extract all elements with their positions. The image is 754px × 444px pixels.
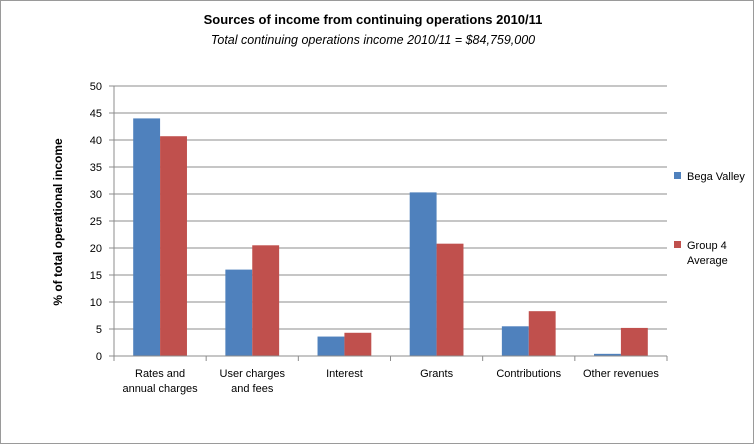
x-category-label: Contributions — [496, 368, 561, 380]
x-category-label: Grants — [420, 368, 454, 380]
bar — [409, 192, 437, 356]
gridlines — [114, 85, 667, 330]
x-category-label: annual charges — [122, 383, 198, 395]
x-category-label: Rates and — [135, 368, 185, 380]
y-tick-label: 30 — [90, 189, 102, 201]
legend-label: Bega Valley — [687, 171, 745, 183]
bar — [317, 336, 345, 356]
y-tick-label: 35 — [90, 162, 102, 174]
bars — [133, 118, 648, 357]
legend-swatch — [674, 241, 681, 248]
legend-swatch — [674, 172, 681, 179]
bar — [225, 269, 253, 356]
y-tick-label: 15 — [90, 270, 102, 282]
bar — [501, 326, 529, 356]
bar — [594, 353, 621, 356]
legend-label: Average — [687, 255, 728, 267]
legend: Bega Valley Group 4 Average — [674, 171, 745, 267]
axes — [109, 85, 668, 361]
chart-title: Sources of income from continuing operat… — [204, 12, 543, 27]
bar — [160, 136, 187, 356]
bar — [344, 332, 372, 356]
y-tick-label: 20 — [90, 243, 102, 255]
y-tick-label: 50 — [90, 81, 102, 93]
y-tick-label: 5 — [96, 324, 102, 336]
x-category-label: Other revenues — [583, 368, 659, 380]
x-category-label: User charges — [220, 368, 286, 380]
y-tick-label: 10 — [90, 297, 102, 309]
x-category-label: Interest — [326, 368, 363, 380]
y-tick-label: 0 — [96, 351, 102, 363]
y-tick-label: 25 — [90, 216, 102, 228]
bar — [252, 245, 280, 356]
legend-label: Group 4 — [687, 240, 727, 252]
x-axis-categories: Rates and annual charges User charges and f… — [122, 368, 659, 395]
chart-subtitle: Total continuing operations income 2010/… — [211, 33, 535, 47]
bar — [528, 311, 556, 356]
y-tick-label: 40 — [90, 135, 102, 147]
y-axis-ticks: 0 5 10 15 20 25 30 35 40 45 50 — [90, 81, 102, 363]
y-axis-label: % of total operational income — [51, 138, 65, 306]
bar — [620, 327, 648, 356]
bar — [436, 243, 464, 356]
bar — [133, 118, 161, 357]
x-category-label: and fees — [231, 383, 274, 395]
y-tick-label: 45 — [90, 108, 102, 120]
